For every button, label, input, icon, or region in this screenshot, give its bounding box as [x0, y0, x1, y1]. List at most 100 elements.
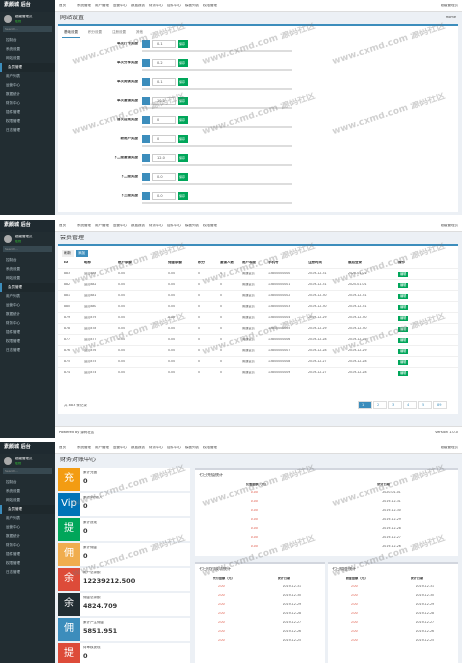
top-user[interactable]: 超级管理员	[440, 4, 459, 7]
top-user[interactable]: 超级管理员	[440, 224, 459, 227]
search-box[interactable]: Search...	[3, 26, 52, 32]
cell[interactable]: 编辑	[398, 371, 409, 377]
field-input[interactable]: 0.0	[152, 192, 176, 200]
menu-item[interactable]: 用户列表	[6, 74, 20, 78]
menu-item[interactable]: 网站设置	[6, 56, 20, 60]
nav-item[interactable]: 权限管理	[203, 224, 217, 227]
field-input[interactable]: 0.1	[152, 78, 176, 86]
toggle[interactable]	[142, 97, 150, 105]
nav-item[interactable]: 插件中心	[167, 224, 181, 227]
save-button[interactable]: 保存	[178, 116, 188, 124]
menu-item[interactable]: 日志管理	[6, 570, 20, 574]
nav-item[interactable]: 运营中心	[113, 446, 127, 449]
nav-item[interactable]: 模板列表	[185, 224, 199, 227]
nav-item[interactable]: 首页	[59, 446, 66, 449]
search-box[interactable]: Search...	[3, 246, 52, 252]
nav-item[interactable]: 财务中心	[149, 4, 163, 7]
field-input[interactable]: 0.2	[152, 59, 176, 67]
menu-item[interactable]: 插件管理	[6, 330, 20, 334]
menu-item[interactable]: 权限管理	[6, 119, 20, 123]
tab[interactable]: 其他	[136, 30, 143, 34]
nav-item[interactable]: 权限管理	[203, 4, 217, 7]
menu-item[interactable]: 插件管理	[6, 552, 20, 556]
nav-item[interactable]: 首页	[59, 4, 66, 7]
menu-item[interactable]: 会员管理	[0, 283, 55, 292]
save-button[interactable]: 保存	[178, 40, 188, 48]
save-button[interactable]: 保存	[178, 154, 188, 162]
cell[interactable]: 编辑	[398, 305, 409, 311]
top-user[interactable]: 超级管理员	[440, 446, 459, 449]
nav-item[interactable]: 插件中心	[167, 4, 181, 7]
menu-item[interactable]: 系统设置	[6, 47, 20, 51]
save-button[interactable]: 保存	[178, 97, 188, 105]
menu-item[interactable]: 权限管理	[6, 561, 20, 565]
field-input[interactable]: 0	[152, 135, 176, 143]
menu-item[interactable]: 用户列表	[6, 516, 20, 520]
save-button[interactable]: 保存	[178, 78, 188, 86]
menu-item[interactable]: 数据统计	[6, 312, 20, 316]
cell[interactable]: 编辑	[398, 294, 409, 300]
page-link[interactable]: 2	[373, 401, 387, 409]
nav-item[interactable]: 权限管理	[203, 446, 217, 449]
menu-item[interactable]: 日志管理	[6, 128, 20, 132]
menu-item[interactable]: 数据统计	[6, 92, 20, 96]
menu-item[interactable]: 插件管理	[6, 110, 20, 114]
nav-item[interactable]: 插件中心	[167, 446, 181, 449]
cell[interactable]: 编辑	[398, 349, 409, 355]
menu-item[interactable]: 控制台	[6, 38, 17, 42]
menu-item[interactable]: 财务中心	[6, 321, 20, 325]
cell[interactable]: 编辑	[398, 316, 409, 322]
nav-item[interactable]: 数据报表	[131, 4, 145, 7]
save-button[interactable]: 保存	[178, 59, 188, 67]
menu-item[interactable]: 财务中心	[6, 101, 20, 105]
menu-item[interactable]: 运营中心	[6, 303, 20, 307]
menu-item[interactable]: 运营中心	[6, 525, 20, 529]
nav-item[interactable]: 系统管理	[77, 446, 91, 449]
menu-item[interactable]: 会员管理	[0, 63, 55, 72]
page-link[interactable]: 89	[433, 401, 447, 409]
nav-item[interactable]: 用户管理	[95, 446, 109, 449]
tab[interactable]: 基础设置	[62, 29, 80, 38]
search-box[interactable]: Search...	[3, 468, 52, 474]
save-button[interactable]: 保存	[178, 135, 188, 143]
menu-item[interactable]: 网站设置	[6, 498, 20, 502]
toggle[interactable]	[142, 78, 150, 86]
page-link[interactable]: 1	[358, 401, 372, 409]
toggle[interactable]	[142, 173, 150, 181]
page-link[interactable]: 5	[418, 401, 432, 409]
nav-item[interactable]: 首页	[59, 224, 66, 227]
nav-item[interactable]: 用户管理	[95, 4, 109, 7]
nav-item[interactable]: 模板列表	[185, 446, 199, 449]
save-button[interactable]: 保存	[178, 192, 188, 200]
menu-item[interactable]: 会员管理	[0, 505, 55, 514]
menu-item[interactable]: 日志管理	[6, 348, 20, 352]
cell[interactable]: 编辑	[398, 327, 409, 333]
field-input[interactable]: 0	[152, 116, 176, 124]
cell[interactable]: 编辑	[398, 360, 409, 366]
toggle[interactable]	[142, 135, 150, 143]
menu-item[interactable]: 运营中心	[6, 83, 20, 87]
toggle[interactable]	[142, 192, 150, 200]
field-input[interactable]: 10.0	[152, 97, 176, 105]
cell[interactable]: 编辑	[398, 338, 409, 344]
nav-item[interactable]: 数据报表	[131, 224, 145, 227]
menu-item[interactable]: 控制台	[6, 480, 17, 484]
toolbar-button[interactable]: 添加	[76, 250, 88, 257]
menu-item[interactable]: 用户列表	[6, 294, 20, 298]
cell[interactable]: 编辑	[398, 272, 409, 278]
nav-item[interactable]: 财务中心	[149, 446, 163, 449]
cell[interactable]: 编辑	[398, 283, 409, 289]
nav-item[interactable]: 模板列表	[185, 4, 199, 7]
toggle[interactable]	[142, 116, 150, 124]
nav-item[interactable]: 系统管理	[77, 4, 91, 7]
page-link[interactable]: 4	[403, 401, 417, 409]
field-input[interactable]: 12.0	[152, 154, 176, 162]
field-input[interactable]: 0.1	[152, 40, 176, 48]
menu-item[interactable]: 网站设置	[6, 276, 20, 280]
toggle[interactable]	[142, 154, 150, 162]
nav-item[interactable]: 用户管理	[95, 224, 109, 227]
menu-item[interactable]: 数据统计	[6, 534, 20, 538]
menu-item[interactable]: 系统设置	[6, 489, 20, 493]
toolbar-button[interactable]: 刷新	[62, 250, 74, 257]
menu-item[interactable]: 权限管理	[6, 339, 20, 343]
